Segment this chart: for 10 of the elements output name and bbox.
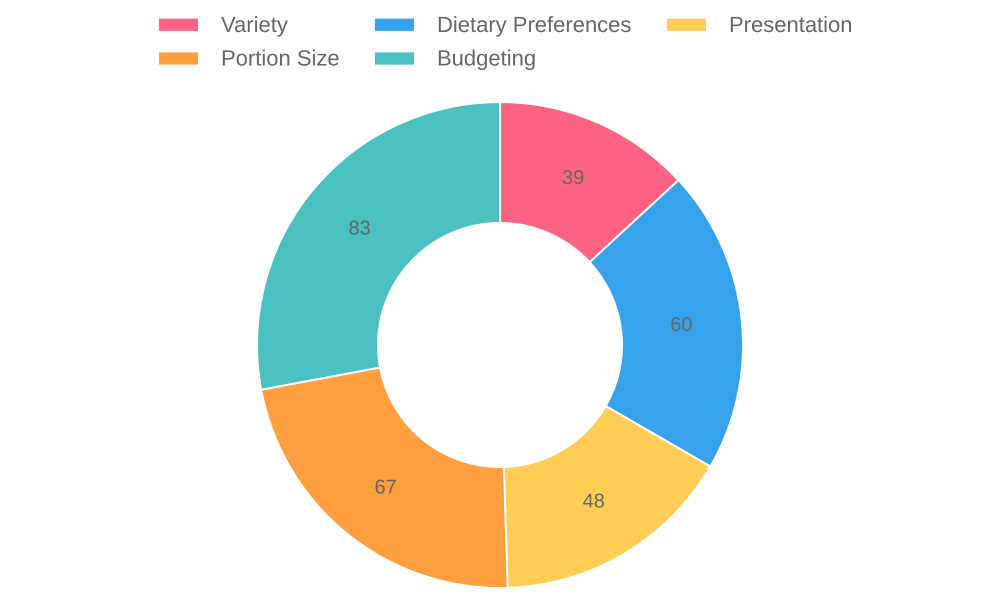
legend-label: Variety	[221, 12, 288, 37]
legend-label: Portion Size	[221, 46, 340, 70]
legend-label: Presentation	[729, 12, 853, 37]
data-label: 48	[582, 490, 605, 513]
data-label: 60	[670, 314, 692, 336]
legend-label: Dietary Preferences	[437, 12, 632, 37]
legend-label: Budgeting	[437, 46, 536, 70]
data-label: 83	[348, 217, 371, 240]
data-label: 39	[562, 166, 584, 189]
data-label: 67	[374, 476, 397, 498]
